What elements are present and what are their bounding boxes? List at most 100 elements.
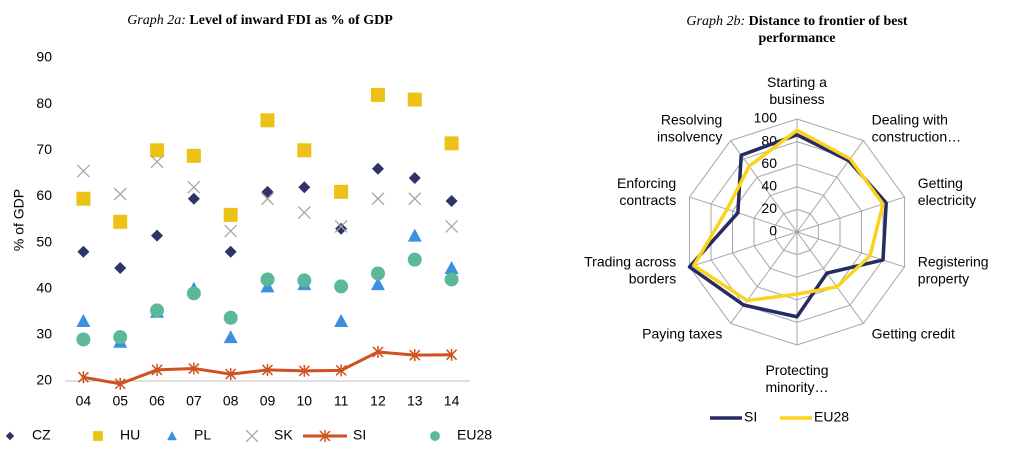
marker xyxy=(76,314,91,328)
marker xyxy=(407,92,422,107)
marker xyxy=(409,349,421,362)
axis-label: minority… xyxy=(765,379,828,395)
spoke xyxy=(796,231,905,268)
r-tick-label: 40 xyxy=(761,178,777,194)
marker xyxy=(76,164,90,178)
y-tick-label: 50 xyxy=(36,233,52,249)
legend-label: SI xyxy=(353,427,366,443)
marker xyxy=(186,286,201,301)
legend-marker xyxy=(167,431,177,441)
axis-label: Starting a xyxy=(767,74,827,90)
axis-label: Getting credit xyxy=(872,325,955,341)
marker xyxy=(113,214,128,229)
x-tick-label: 12 xyxy=(370,393,386,409)
marker xyxy=(187,180,201,194)
marker xyxy=(334,279,349,294)
r-tick-label: 100 xyxy=(754,110,778,126)
axis-label: borders xyxy=(629,270,676,286)
marker xyxy=(334,184,349,199)
r-tick-label: 60 xyxy=(761,155,777,171)
marker xyxy=(223,330,238,344)
marker xyxy=(225,368,237,381)
marker xyxy=(76,332,91,347)
marker xyxy=(223,310,238,325)
marker xyxy=(407,228,422,242)
marker xyxy=(223,207,238,222)
title-prefix: Graph 2b: xyxy=(686,14,745,29)
marker xyxy=(261,185,274,198)
legend-marker xyxy=(245,429,259,443)
x-tick-label: 04 xyxy=(76,393,92,409)
legend-label: HU xyxy=(120,427,140,443)
marker xyxy=(151,363,163,376)
y-tick-label: 80 xyxy=(36,95,52,111)
legend-marker xyxy=(5,431,15,441)
axis-label: Getting xyxy=(918,175,963,191)
y-tick-label: 90 xyxy=(36,49,52,65)
marker xyxy=(446,348,458,361)
marker xyxy=(113,330,128,345)
legend-label: PL xyxy=(194,427,211,443)
x-tick-label: 09 xyxy=(260,393,276,409)
axis-label: Resolving xyxy=(661,111,722,127)
legend-label: CZ xyxy=(32,427,51,443)
y-tick-label: 20 xyxy=(36,372,52,388)
marker xyxy=(444,136,459,151)
marker xyxy=(188,362,200,375)
marker xyxy=(370,87,385,102)
x-tick-label: 11 xyxy=(334,393,349,409)
marker xyxy=(334,314,349,328)
marker xyxy=(370,277,385,291)
marker xyxy=(186,148,201,163)
axis-label: property xyxy=(918,270,969,286)
marker xyxy=(150,155,164,169)
spoke xyxy=(796,231,864,324)
marker xyxy=(408,171,421,184)
spoke xyxy=(730,231,798,324)
marker xyxy=(319,430,331,442)
marker xyxy=(298,181,311,194)
marker xyxy=(76,191,91,206)
x-tick-label: 13 xyxy=(407,393,423,409)
axis-label: contracts xyxy=(619,192,676,208)
axis-label: construction… xyxy=(872,128,961,144)
marker xyxy=(408,192,422,206)
chart-title: Graph 2b: Distance to frontier of best xyxy=(686,14,907,29)
marker xyxy=(77,371,89,384)
marker xyxy=(224,224,238,238)
chart-title: performance xyxy=(759,31,836,46)
marker xyxy=(370,266,385,281)
marker xyxy=(371,192,385,206)
marker xyxy=(150,303,165,318)
marker xyxy=(407,252,422,267)
x-tick-label: 14 xyxy=(444,393,460,409)
spoke xyxy=(796,140,864,233)
axis-label: Enforcing xyxy=(617,175,676,191)
x-tick-label: 08 xyxy=(223,393,239,409)
axis-label: Paying taxes xyxy=(642,325,722,341)
x-tick-label: 10 xyxy=(297,393,313,409)
x-tick-label: 07 xyxy=(186,393,202,409)
chart-title: Graph 2a: Level of inward FDI as % of GD… xyxy=(127,13,393,28)
marker xyxy=(260,272,275,287)
legend-label: SK xyxy=(274,427,293,443)
marker xyxy=(151,229,164,242)
marker xyxy=(444,272,459,287)
title-text: Level of inward FDI as % of GDP xyxy=(189,13,393,28)
axis-label: insolvency xyxy=(657,128,722,144)
legend-label: EU28 xyxy=(457,427,492,443)
spoke xyxy=(796,196,905,233)
axis-label: electricity xyxy=(918,192,976,208)
marker xyxy=(261,192,274,206)
legend-label: EU28 xyxy=(814,409,849,425)
marker xyxy=(150,143,165,158)
marker xyxy=(113,187,127,201)
marker xyxy=(224,245,237,258)
axis-label: Protecting xyxy=(765,362,828,378)
legend-label: SI xyxy=(744,409,757,425)
marker xyxy=(114,261,127,274)
spoke xyxy=(689,196,798,233)
y-axis-label: % of GDP xyxy=(11,189,27,251)
marker xyxy=(187,192,200,205)
